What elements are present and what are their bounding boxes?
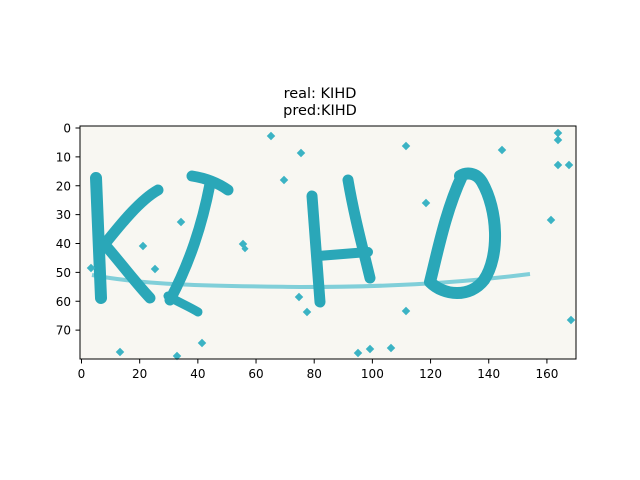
title-pred: pred:KIHD <box>283 103 357 119</box>
x-tick-label: 40 <box>190 367 205 381</box>
captcha-letter-d <box>424 167 502 299</box>
x-tick-label: 100 <box>361 367 384 381</box>
y-tick-label: 70 <box>56 324 71 338</box>
y-tick-label: 0 <box>63 122 71 136</box>
captcha-letter-h <box>306 174 376 308</box>
y-tick-label: 50 <box>56 266 71 280</box>
y-tick-label: 40 <box>56 237 71 251</box>
image-title: real: KIHD pred:KIHD <box>0 86 640 120</box>
x-tick-label: 60 <box>248 367 263 381</box>
y-tick-label: 60 <box>56 295 71 309</box>
y-tick-label: 10 <box>56 150 71 164</box>
x-tick-label: 80 <box>307 367 322 381</box>
y-tick-label: 20 <box>56 179 71 193</box>
x-tick-label: 160 <box>535 367 558 381</box>
x-tick-label: 20 <box>132 367 147 381</box>
captcha-noise <box>86 128 576 361</box>
x-axis: 0 20 40 60 80 100 120 140 160 <box>78 359 558 381</box>
captcha-letter-i <box>163 170 234 317</box>
captcha-letter-k <box>90 172 164 304</box>
captcha-image-background <box>80 126 576 359</box>
x-tick-label: 140 <box>477 367 500 381</box>
x-tick-label: 120 <box>419 367 442 381</box>
title-real: real: KIHD <box>283 86 357 102</box>
x-tick-label: 0 <box>78 367 86 381</box>
y-axis: 0 10 20 30 40 50 60 70 <box>56 122 80 338</box>
captcha-strike-line <box>91 272 531 290</box>
y-tick-label: 30 <box>56 208 71 222</box>
axes-frame <box>79 125 577 360</box>
captcha-image <box>86 128 576 361</box>
